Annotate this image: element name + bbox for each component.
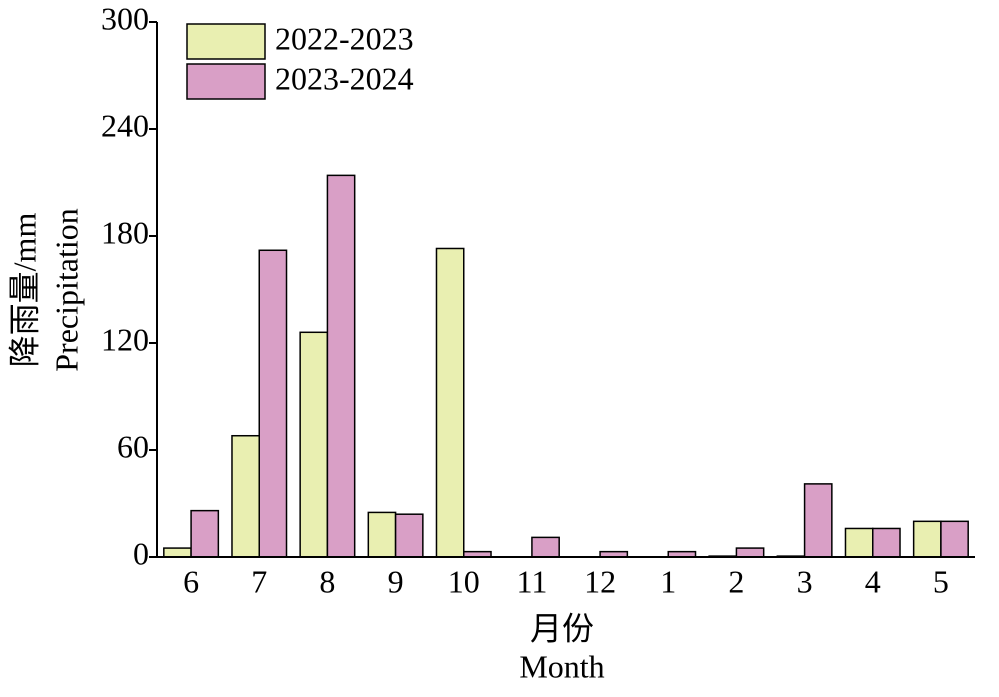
y-tick-label: 120 bbox=[101, 321, 149, 357]
bar bbox=[531, 536, 560, 558]
x-tick-label: 10 bbox=[448, 563, 480, 599]
x-tick-label: 11 bbox=[517, 563, 548, 599]
bar bbox=[394, 513, 424, 558]
bar bbox=[735, 547, 765, 558]
bar bbox=[435, 247, 465, 558]
bar bbox=[163, 547, 192, 558]
bar bbox=[190, 509, 220, 558]
bar bbox=[844, 527, 874, 558]
bar bbox=[258, 249, 288, 558]
x-tick-label: 12 bbox=[584, 563, 616, 599]
bar bbox=[940, 520, 969, 558]
legend-swatch bbox=[186, 63, 266, 100]
x-tick-label: 7 bbox=[251, 563, 267, 599]
x-tick-label: 2 bbox=[728, 563, 744, 599]
bar bbox=[912, 520, 942, 558]
x-axis-label: Month bbox=[519, 648, 604, 684]
y-axis-label: 降雨量/mm bbox=[6, 213, 42, 368]
y-tick-label: 180 bbox=[101, 214, 149, 250]
bar bbox=[326, 174, 356, 558]
y-axis-label: Precipitation bbox=[48, 208, 84, 372]
y-tick-label: 240 bbox=[101, 107, 149, 143]
y-tick-label: 60 bbox=[117, 428, 149, 464]
legend-swatch bbox=[186, 23, 266, 60]
legend-label: 2022-2023 bbox=[275, 20, 414, 56]
x-tick-label: 5 bbox=[933, 563, 949, 599]
legend-label: 2023-2024 bbox=[275, 60, 414, 96]
bar bbox=[367, 511, 397, 558]
bar bbox=[803, 483, 833, 558]
x-tick-label: 6 bbox=[183, 563, 199, 599]
y-tick-label: 0 bbox=[133, 535, 149, 571]
bar bbox=[231, 434, 261, 558]
x-axis-label: 月份 bbox=[530, 610, 594, 646]
y-tick-label: 300 bbox=[101, 0, 149, 36]
bar bbox=[299, 331, 329, 558]
x-tick-label: 3 bbox=[797, 563, 813, 599]
x-tick-label: 9 bbox=[388, 563, 404, 599]
x-tick-label: 8 bbox=[319, 563, 335, 599]
bar bbox=[872, 527, 901, 558]
x-tick-label: 1 bbox=[660, 563, 676, 599]
x-tick-label: 4 bbox=[865, 563, 881, 599]
